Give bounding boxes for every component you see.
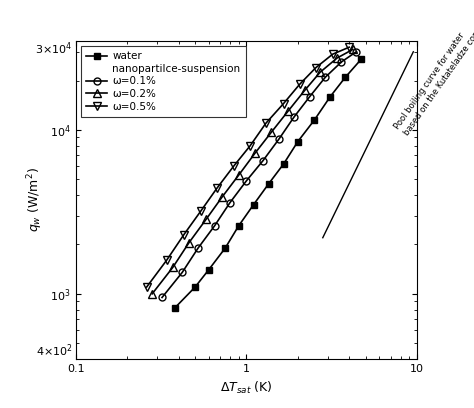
X-axis label: $\Delta T_{sat}$ (K): $\Delta T_{sat}$ (K)	[220, 379, 273, 396]
Text: 3$\times$10$^4$: 3$\times$10$^4$	[35, 41, 73, 58]
Legend: water, nanopartilce-suspension, ω=0.1%, ω=0.2%, ω=0.5%: water, nanopartilce-suspension, ω=0.1%, …	[81, 46, 246, 117]
Text: 4$\times$10$^2$: 4$\times$10$^2$	[36, 342, 73, 359]
Y-axis label: $q_w$ (W/m$^2$): $q_w$ (W/m$^2$)	[25, 167, 45, 233]
Text: Pool boiling curve for water
based on the Kutateladze correlation: Pool boiling curve for water based on th…	[393, 0, 474, 137]
